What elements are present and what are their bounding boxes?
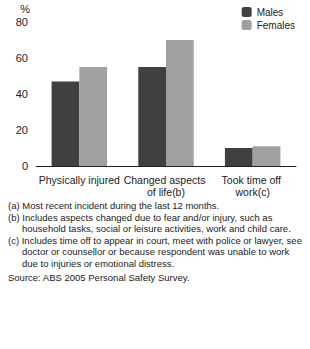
html-text:Source: ABS 2005 Personal Safe: Source: ABS 2005 Personal Safety Survey. [8, 272, 190, 283]
svg-text:80: 80 [16, 16, 28, 28]
svg-text:%: % [20, 3, 30, 15]
svg-text:40: 40 [16, 88, 28, 100]
svg-text:Males: Males [257, 7, 284, 18]
html-text:(c) Includes time off to appea: (c) Includes time off to appear in court… [8, 234, 302, 269]
svg-text:20: 20 [16, 124, 28, 136]
svg-text:Females: Females [257, 20, 295, 31]
html-text:(a) Most recent incident durin: (a) Most recent incident during the last… [8, 200, 220, 211]
svg-text:of life(b): of life(b) [147, 186, 185, 198]
svg-text:Changed aspects: Changed aspects [124, 174, 209, 186]
svg-text:60: 60 [16, 52, 28, 64]
svg-text:Took time off: Took time off [222, 174, 284, 186]
html-text:(b) Includes aspects changed d: (b) Includes aspects changed due to fear… [8, 211, 291, 234]
svg-text:0: 0 [22, 160, 28, 172]
svg-text:Physically injured: Physically injured [39, 174, 120, 186]
svg-text:work(c): work(c) [234, 186, 269, 198]
